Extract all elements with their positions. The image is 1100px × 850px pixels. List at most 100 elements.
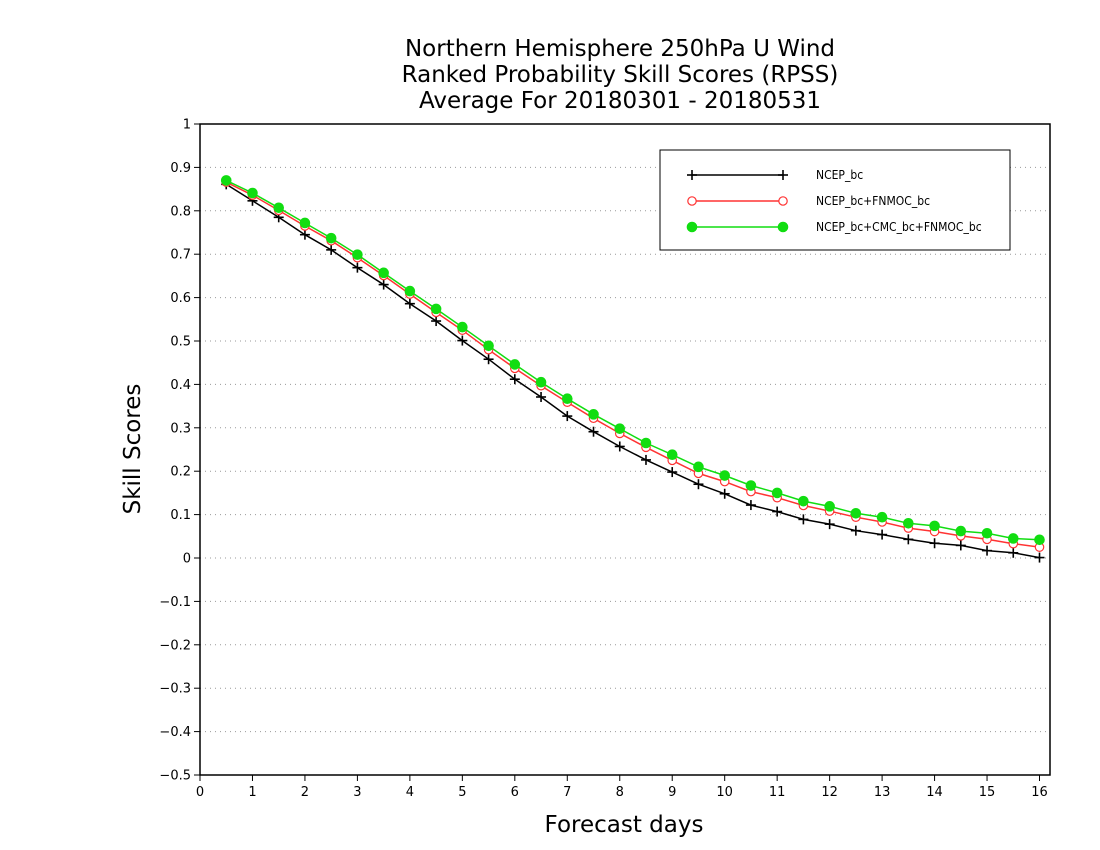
data-point bbox=[404, 285, 416, 297]
data-point bbox=[693, 479, 704, 490]
data-point bbox=[352, 262, 363, 273]
data-point bbox=[614, 423, 626, 434]
y-tick-label: 0.9 bbox=[170, 161, 191, 176]
legend-marker bbox=[687, 170, 697, 180]
data-point bbox=[326, 244, 337, 255]
chart-date-range: Average For 20180301 - 20180531 bbox=[418, 88, 822, 114]
legend-label: NCEP_bc+CMC_bc+FNMOC_bc bbox=[816, 220, 982, 234]
data-point bbox=[457, 321, 468, 333]
series-group bbox=[220, 175, 1045, 563]
legend-label: NCEP_bc bbox=[816, 168, 863, 182]
data-point bbox=[588, 426, 599, 437]
data-point bbox=[614, 441, 625, 452]
data-point bbox=[955, 525, 967, 537]
data-point bbox=[693, 461, 704, 473]
y-tick-label: 0.6 bbox=[170, 291, 191, 306]
data-point bbox=[719, 488, 730, 499]
data-point bbox=[562, 411, 573, 422]
data-point bbox=[325, 232, 337, 244]
x-tick-label: 14 bbox=[926, 785, 943, 800]
data-point bbox=[798, 514, 809, 525]
x-tick-label: 8 bbox=[616, 785, 624, 800]
data-point bbox=[929, 538, 940, 549]
legend: NCEP_bc NCEP_bc+FNMOC_bc NCEP_bc+CMC_bc+FN… bbox=[659, 149, 1011, 251]
series-1 bbox=[221, 179, 1045, 563]
data-point bbox=[509, 374, 520, 385]
y-axis-title: Skill Scores bbox=[120, 384, 146, 515]
data-point bbox=[903, 517, 914, 529]
x-tick-label: 4 bbox=[406, 785, 414, 800]
legend-marker bbox=[778, 170, 788, 180]
y-tick-label: 0.2 bbox=[170, 465, 191, 480]
data-point bbox=[509, 359, 521, 370]
data-point bbox=[981, 527, 993, 539]
data-point bbox=[352, 249, 363, 260]
x-tick-label: 1 bbox=[248, 785, 256, 800]
x-tick-label: 7 bbox=[563, 785, 571, 800]
data-point bbox=[719, 470, 730, 481]
data-point bbox=[640, 454, 651, 465]
x-tick-label: 3 bbox=[353, 785, 361, 800]
x-tick-label: 10 bbox=[716, 785, 733, 800]
axes: −0.5 −0.4 −0.3 −0.2 −0.1 0 0.1 0.2 0.3 0.4 0.5 0.6 0… bbox=[159, 118, 1051, 800]
y-tick-label: −0.4 bbox=[159, 725, 191, 740]
x-tick-label: 5 bbox=[458, 785, 466, 800]
chart-title: Northern Hemisphere 250hPa U Wind bbox=[404, 36, 836, 62]
data-point bbox=[535, 376, 547, 388]
data-point bbox=[850, 525, 861, 536]
data-point bbox=[745, 500, 756, 511]
data-point bbox=[1034, 552, 1045, 563]
legend-marker bbox=[687, 196, 697, 206]
y-tick-label: 0.8 bbox=[170, 204, 191, 219]
data-point bbox=[876, 511, 888, 523]
data-point bbox=[273, 202, 285, 214]
data-point bbox=[483, 340, 494, 352]
y-tick-label: 0.4 bbox=[170, 378, 191, 393]
legend-box bbox=[659, 149, 1011, 251]
data-point bbox=[378, 267, 389, 279]
y-tick-label: −0.3 bbox=[159, 682, 191, 697]
data-point bbox=[850, 507, 862, 519]
data-point bbox=[404, 298, 415, 309]
series-2 bbox=[221, 177, 1045, 552]
data-point bbox=[824, 501, 835, 512]
x-tick-label: 6 bbox=[511, 785, 519, 800]
data-point bbox=[798, 495, 809, 507]
data-point bbox=[666, 449, 678, 461]
y-tick-label: 0.1 bbox=[170, 508, 191, 523]
x-tick-label: 11 bbox=[769, 785, 786, 800]
data-point bbox=[929, 520, 940, 532]
data-point bbox=[588, 409, 599, 420]
legend-label: NCEP_bc+FNMOC_bc bbox=[816, 194, 930, 208]
data-point bbox=[457, 335, 468, 346]
data-point bbox=[903, 534, 914, 545]
legend-marker bbox=[777, 221, 789, 233]
x-tick-label: 15 bbox=[979, 785, 996, 800]
data-point bbox=[667, 467, 678, 478]
data-point bbox=[431, 316, 442, 327]
series-3 bbox=[220, 175, 1045, 546]
data-point bbox=[877, 529, 888, 540]
x-tick-label: 13 bbox=[874, 785, 891, 800]
data-point bbox=[955, 540, 966, 551]
data-point bbox=[247, 187, 258, 199]
data-point bbox=[1007, 533, 1019, 544]
data-point bbox=[1034, 534, 1045, 546]
data-point bbox=[745, 480, 757, 491]
data-point bbox=[483, 354, 494, 365]
data-point bbox=[299, 229, 310, 240]
data-point bbox=[220, 175, 232, 186]
data-point bbox=[824, 519, 835, 530]
data-point bbox=[1008, 547, 1019, 558]
x-tick-label: 9 bbox=[668, 785, 676, 800]
series-line bbox=[225, 183, 1040, 559]
x-tick-label: 16 bbox=[1031, 785, 1048, 800]
y-tick-label: 0.5 bbox=[170, 335, 191, 350]
x-tick-label: 12 bbox=[821, 785, 838, 800]
y-tick-label: −0.5 bbox=[159, 769, 191, 784]
y-tick-label: −0.1 bbox=[159, 595, 191, 610]
y-tick-label: 0 bbox=[183, 552, 191, 567]
x-tick-label: 0 bbox=[196, 785, 204, 800]
data-point bbox=[640, 437, 652, 449]
